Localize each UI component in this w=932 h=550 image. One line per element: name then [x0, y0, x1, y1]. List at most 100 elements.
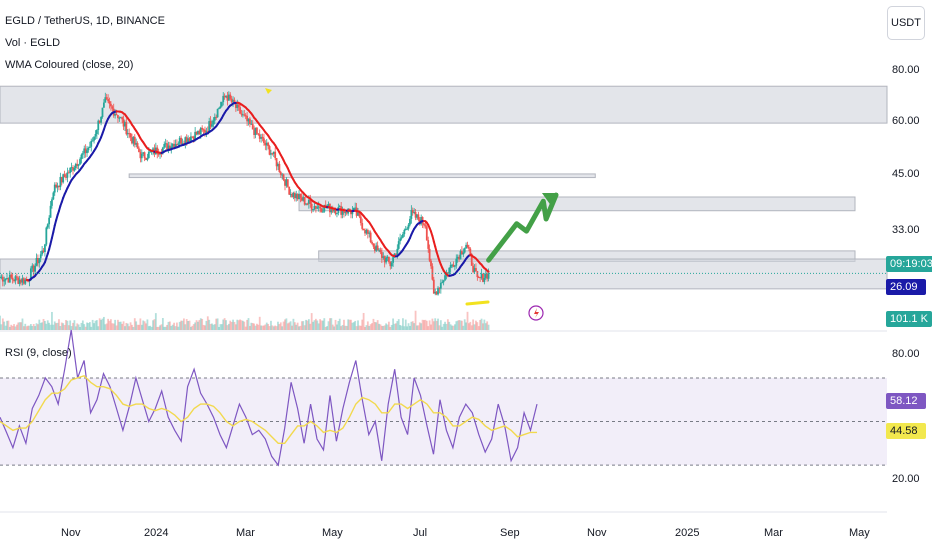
candle-body [60, 176, 63, 183]
volume-bar [131, 324, 133, 330]
volume-bar [46, 320, 49, 330]
volume-bar [357, 320, 359, 330]
volume-bar [378, 323, 380, 330]
candle-body [222, 95, 225, 103]
candle-body [476, 271, 479, 278]
volume-bar [65, 319, 67, 330]
volume-bar [59, 326, 62, 330]
candle-body [69, 167, 72, 173]
candle-body [246, 115, 248, 122]
volume-bar [62, 323, 65, 330]
candle-body [205, 131, 208, 133]
candle-body [465, 244, 468, 249]
candle-body [376, 245, 379, 251]
volume-bar [256, 323, 258, 330]
candle-body [46, 224, 49, 228]
volume-bar [323, 318, 326, 330]
candle-body [256, 127, 258, 134]
candle-body [448, 267, 451, 274]
volume-bar [121, 323, 124, 330]
volume-bar [300, 321, 303, 330]
volume-bar [95, 320, 98, 330]
candle-body [466, 244, 469, 248]
candle-body [208, 121, 211, 132]
volume-bar [122, 321, 125, 330]
candle-body [361, 223, 364, 229]
candle-body [139, 152, 142, 159]
time-tick: Nov [61, 527, 81, 539]
volume-bar [361, 319, 364, 330]
candle-body [133, 136, 136, 145]
candle-body [83, 148, 86, 154]
candle-body [473, 268, 476, 273]
volume-bar [29, 324, 32, 330]
volume-bar [185, 319, 188, 330]
volume-bar [358, 325, 361, 330]
candle-body [334, 209, 337, 214]
volume-bar [292, 318, 295, 330]
candle-body [333, 209, 336, 212]
volume-bar [124, 326, 126, 330]
volume-bar [241, 320, 244, 330]
volume-bar [119, 321, 122, 330]
candle-body [331, 209, 334, 212]
volume-bar [117, 319, 119, 330]
candle-body [118, 117, 121, 119]
volume-bar [270, 320, 272, 330]
volume-bar [52, 324, 55, 330]
volume-bar [234, 324, 237, 330]
volume-bar [487, 324, 490, 330]
volume-bar [359, 325, 362, 330]
candle-body [65, 176, 67, 178]
highlight-mark [265, 88, 272, 94]
volume-bar [424, 319, 427, 330]
candle-body [199, 127, 202, 135]
volume-bar [295, 324, 298, 330]
volume-bar [205, 320, 208, 330]
candle-body [181, 143, 184, 145]
volume-bar [114, 319, 117, 330]
candle-body [213, 116, 216, 121]
candle-body [147, 151, 150, 159]
volume-bar [483, 319, 486, 330]
candle-body [135, 143, 138, 145]
candle-body [7, 278, 10, 283]
volume-bar [79, 326, 81, 330]
volume-bar [138, 324, 140, 330]
candle-body [164, 143, 167, 145]
candle-body [97, 120, 100, 131]
volume-bar [84, 326, 87, 330]
candle-body [20, 279, 22, 283]
candle-body [201, 127, 204, 130]
volume-bar [184, 324, 187, 330]
volume-bar [396, 321, 399, 330]
candle-body [357, 212, 359, 216]
volume-bar [13, 324, 15, 330]
volume-bar [389, 326, 392, 330]
wma-segment [50, 230, 55, 239]
candle-body [42, 250, 45, 252]
volume-bar [244, 326, 247, 330]
volume-bar [322, 320, 324, 330]
volume-bar [152, 320, 154, 330]
candle-body [192, 136, 195, 141]
volume-bar [410, 321, 413, 330]
volume-bar [453, 324, 456, 330]
volume-bar [150, 326, 153, 330]
volume-bar [160, 324, 163, 330]
candle-body [166, 143, 168, 150]
volume-bar [469, 321, 472, 330]
candle-body [306, 203, 309, 205]
volume-bar [470, 325, 473, 330]
candle-body [310, 203, 313, 210]
time-tick: Nov [587, 527, 607, 539]
currency-button[interactable]: USDT [887, 6, 925, 40]
candle-body [212, 120, 215, 125]
candle-body [121, 117, 124, 120]
candle-body [373, 246, 376, 251]
volume-bar [227, 323, 230, 330]
volume-bar [362, 312, 365, 330]
candle-body [312, 209, 314, 211]
candle-body [236, 104, 239, 108]
